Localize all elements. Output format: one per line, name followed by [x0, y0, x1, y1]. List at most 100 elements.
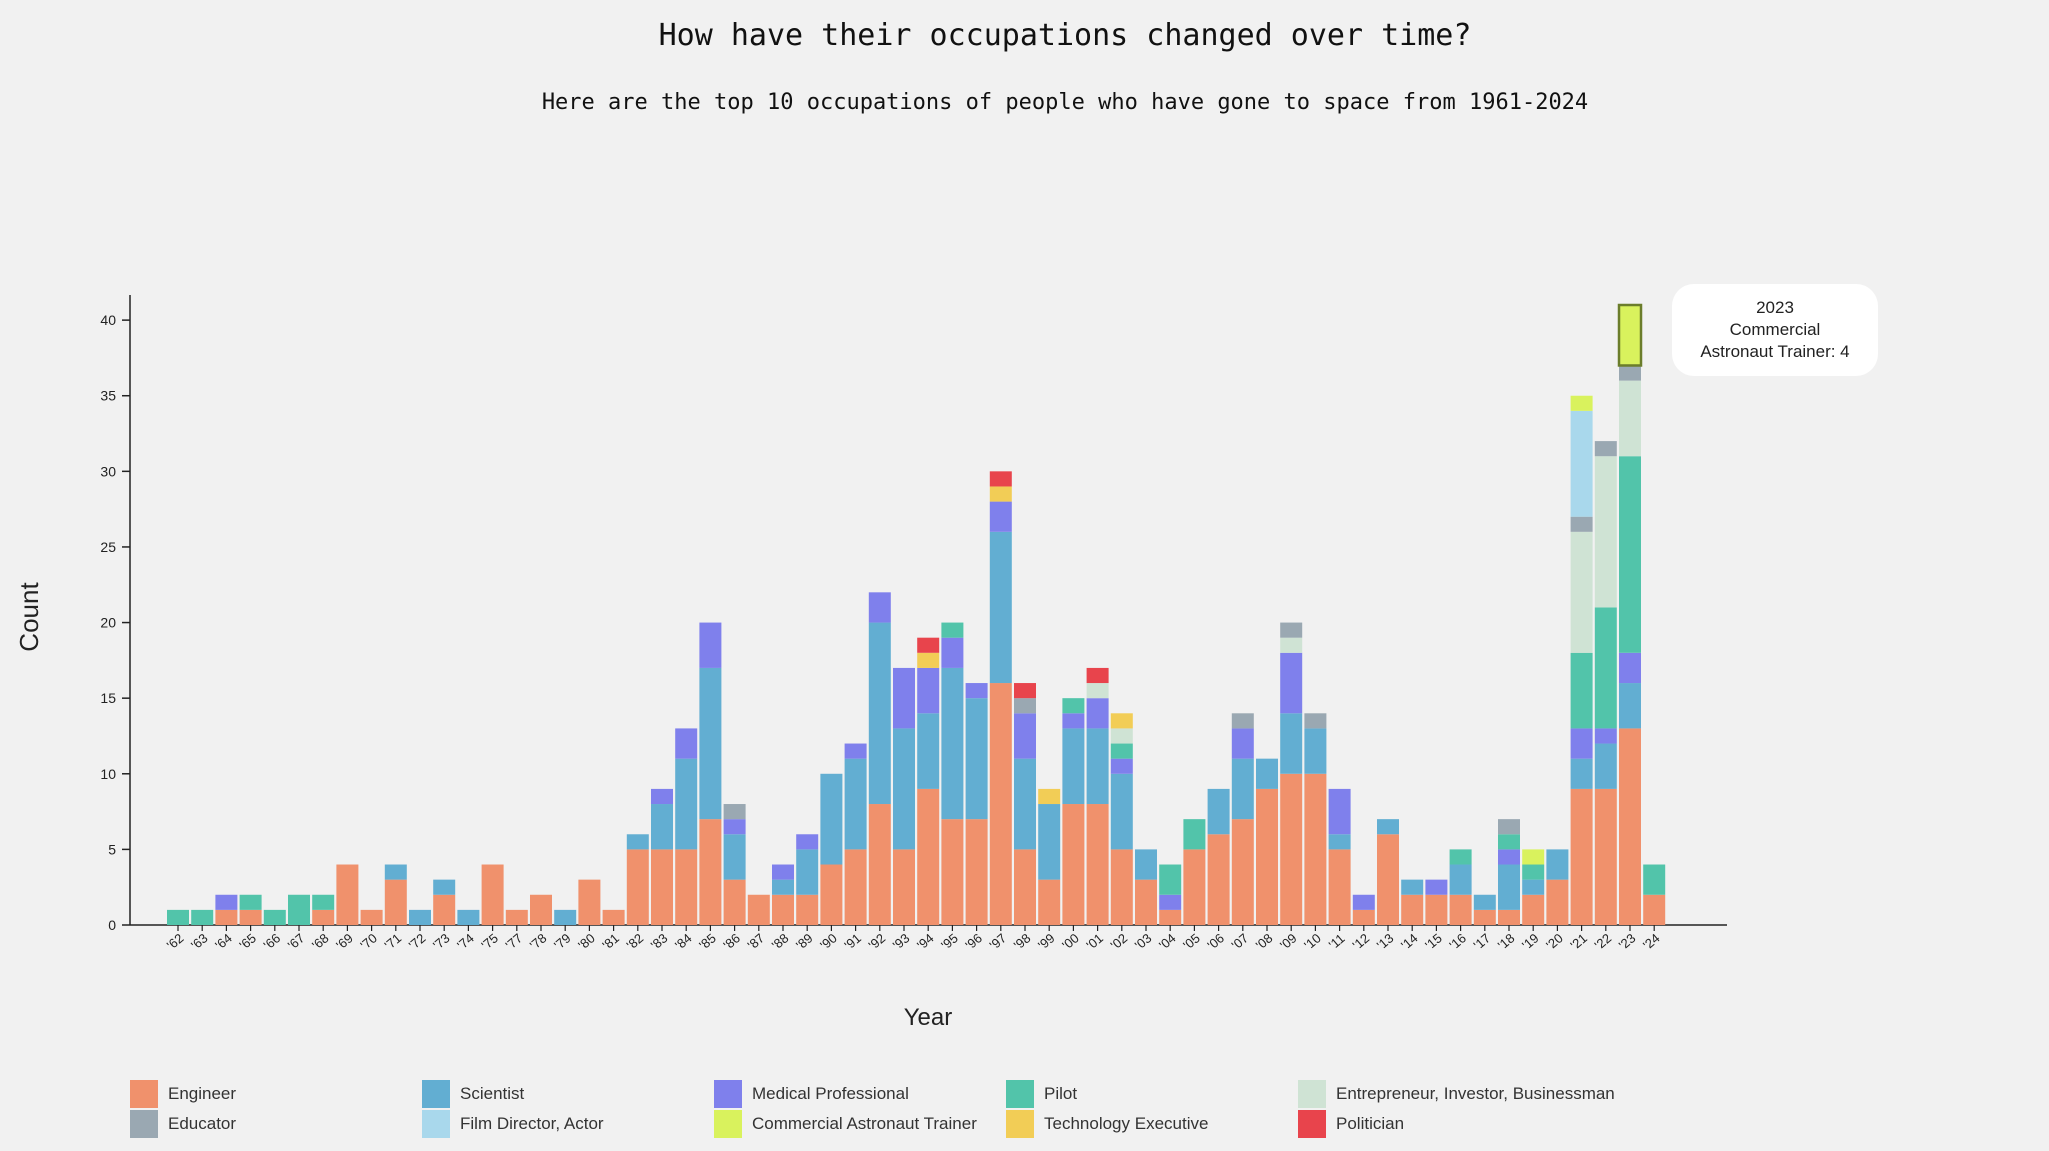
legend-swatch [422, 1080, 450, 1108]
bar-engineer [1619, 728, 1641, 925]
bar-medical-professional [1425, 879, 1448, 895]
bar-commercial-astronaut-trainer [1570, 395, 1593, 411]
x-tick-label: '84 [672, 930, 695, 952]
legend-swatch [1298, 1080, 1326, 1108]
x-tick-label: '89 [793, 930, 816, 952]
bar-scientist [1038, 804, 1061, 880]
x-tick-label: '77 [503, 930, 526, 952]
bar-medical-professional [844, 743, 867, 759]
bar-engineer [481, 864, 504, 925]
bar-scientist [433, 879, 456, 895]
chart-title: How have their occupations changed over … [658, 18, 1472, 53]
bar-pilot [239, 894, 262, 910]
legend-label: Pilot [1044, 1084, 1078, 1103]
x-tick-label: '07 [1229, 930, 1252, 952]
bar-engineer [1183, 849, 1206, 925]
legend-label: Politician [1336, 1114, 1405, 1133]
bar-scientist [384, 864, 407, 880]
y-tick-label: 30 [100, 463, 116, 479]
x-tick-label: '16 [1446, 930, 1469, 952]
bar-medical-professional [1110, 758, 1133, 774]
legend-item: Film Director, Actor [422, 1110, 604, 1138]
x-tick-label: '91 [841, 930, 864, 952]
bar-engineer [530, 894, 552, 925]
bar-entrepreneur-investor-businessman [1594, 456, 1617, 608]
bar-engineer [215, 909, 238, 925]
bar-scientist [1014, 758, 1036, 850]
x-tick-label: '09 [1277, 930, 1300, 952]
bar-pilot [1159, 864, 1182, 895]
bar-scientist [1135, 849, 1157, 880]
x-tick-label: '22 [1592, 930, 1615, 952]
x-tick-label: '95 [938, 930, 961, 952]
x-tick-label: '92 [866, 930, 889, 952]
y-tick-label: 0 [108, 917, 116, 933]
bar-medical-professional [941, 637, 964, 668]
x-tick-label: '70 [357, 930, 380, 952]
bar-scientist [1377, 819, 1399, 835]
bar-scientist [941, 667, 964, 820]
bar-scientist [1594, 743, 1617, 789]
bar-engineer [1643, 894, 1666, 925]
x-tick-label: '85 [696, 930, 719, 952]
x-tick-label: '05 [1180, 930, 1203, 952]
bar-medical-professional [965, 683, 988, 699]
x-tick-label: '96 [962, 930, 985, 952]
bar-medical-professional [651, 788, 673, 805]
bar-scientist [1328, 834, 1351, 850]
x-tick-label: '86 [720, 930, 743, 952]
bar-pilot [1062, 698, 1085, 714]
y-tick-label: 25 [100, 539, 116, 555]
x-tick-label: '72 [406, 930, 429, 952]
bar-scientist [1498, 864, 1520, 910]
x-tick-label: '73 [430, 930, 453, 952]
bar-educator [1304, 713, 1327, 729]
bar-scientist [699, 667, 722, 820]
x-tick-label: '90 [817, 930, 840, 952]
bar-engineer [844, 849, 867, 925]
x-tick-label: '80 [575, 930, 598, 952]
bar-engineer [651, 849, 673, 925]
legend-swatch [422, 1110, 450, 1138]
bar-politician [1014, 683, 1036, 699]
bar-engineer [772, 894, 794, 925]
bar-engineer [1546, 879, 1569, 925]
legend-item: Scientist [422, 1080, 524, 1108]
bar-film-director-actor [1570, 410, 1593, 517]
bar-engineer [893, 849, 915, 925]
bar-medical-professional [1328, 788, 1351, 835]
x-tick-label: '14 [1398, 930, 1421, 952]
bar-engineer [820, 864, 843, 925]
legend-label: Educator [168, 1114, 237, 1133]
bar-medical-professional [1086, 698, 1109, 729]
bar-engineer [1280, 773, 1303, 925]
bar-medical-professional [1570, 728, 1593, 759]
bar-scientist [1062, 728, 1085, 805]
x-tick-label: '18 [1495, 930, 1518, 952]
bar-scientist [1619, 683, 1641, 729]
bar-engineer [1110, 849, 1133, 925]
bar-engineer [433, 894, 456, 925]
legend-item: Engineer [130, 1080, 236, 1108]
bar-educator [1594, 441, 1617, 457]
x-tick-label: '04 [1156, 930, 1179, 952]
bar-pilot [263, 909, 286, 925]
bar-pilot [1498, 834, 1520, 850]
bar-engineer [1328, 849, 1351, 925]
bar-engineer [1522, 894, 1545, 925]
bar-pilot [191, 909, 214, 925]
legend-swatch [714, 1080, 742, 1108]
bar-engineer [1014, 849, 1036, 925]
bar-technology-executive [917, 652, 940, 668]
bar-entrepreneur-investor-businessman [1280, 637, 1303, 653]
bar-entrepreneur-investor-businessman [1570, 531, 1593, 653]
bar-engineer [796, 894, 819, 925]
x-tick-label: '06 [1204, 930, 1227, 952]
x-tick-label: '81 [599, 930, 622, 952]
x-tick-label: '64 [212, 930, 235, 952]
x-tick-label: '83 [648, 930, 671, 952]
bar-technology-executive [989, 486, 1012, 502]
x-tick-label: '88 [769, 930, 792, 952]
bar-engineer [239, 909, 262, 925]
bar-scientist [409, 909, 431, 925]
